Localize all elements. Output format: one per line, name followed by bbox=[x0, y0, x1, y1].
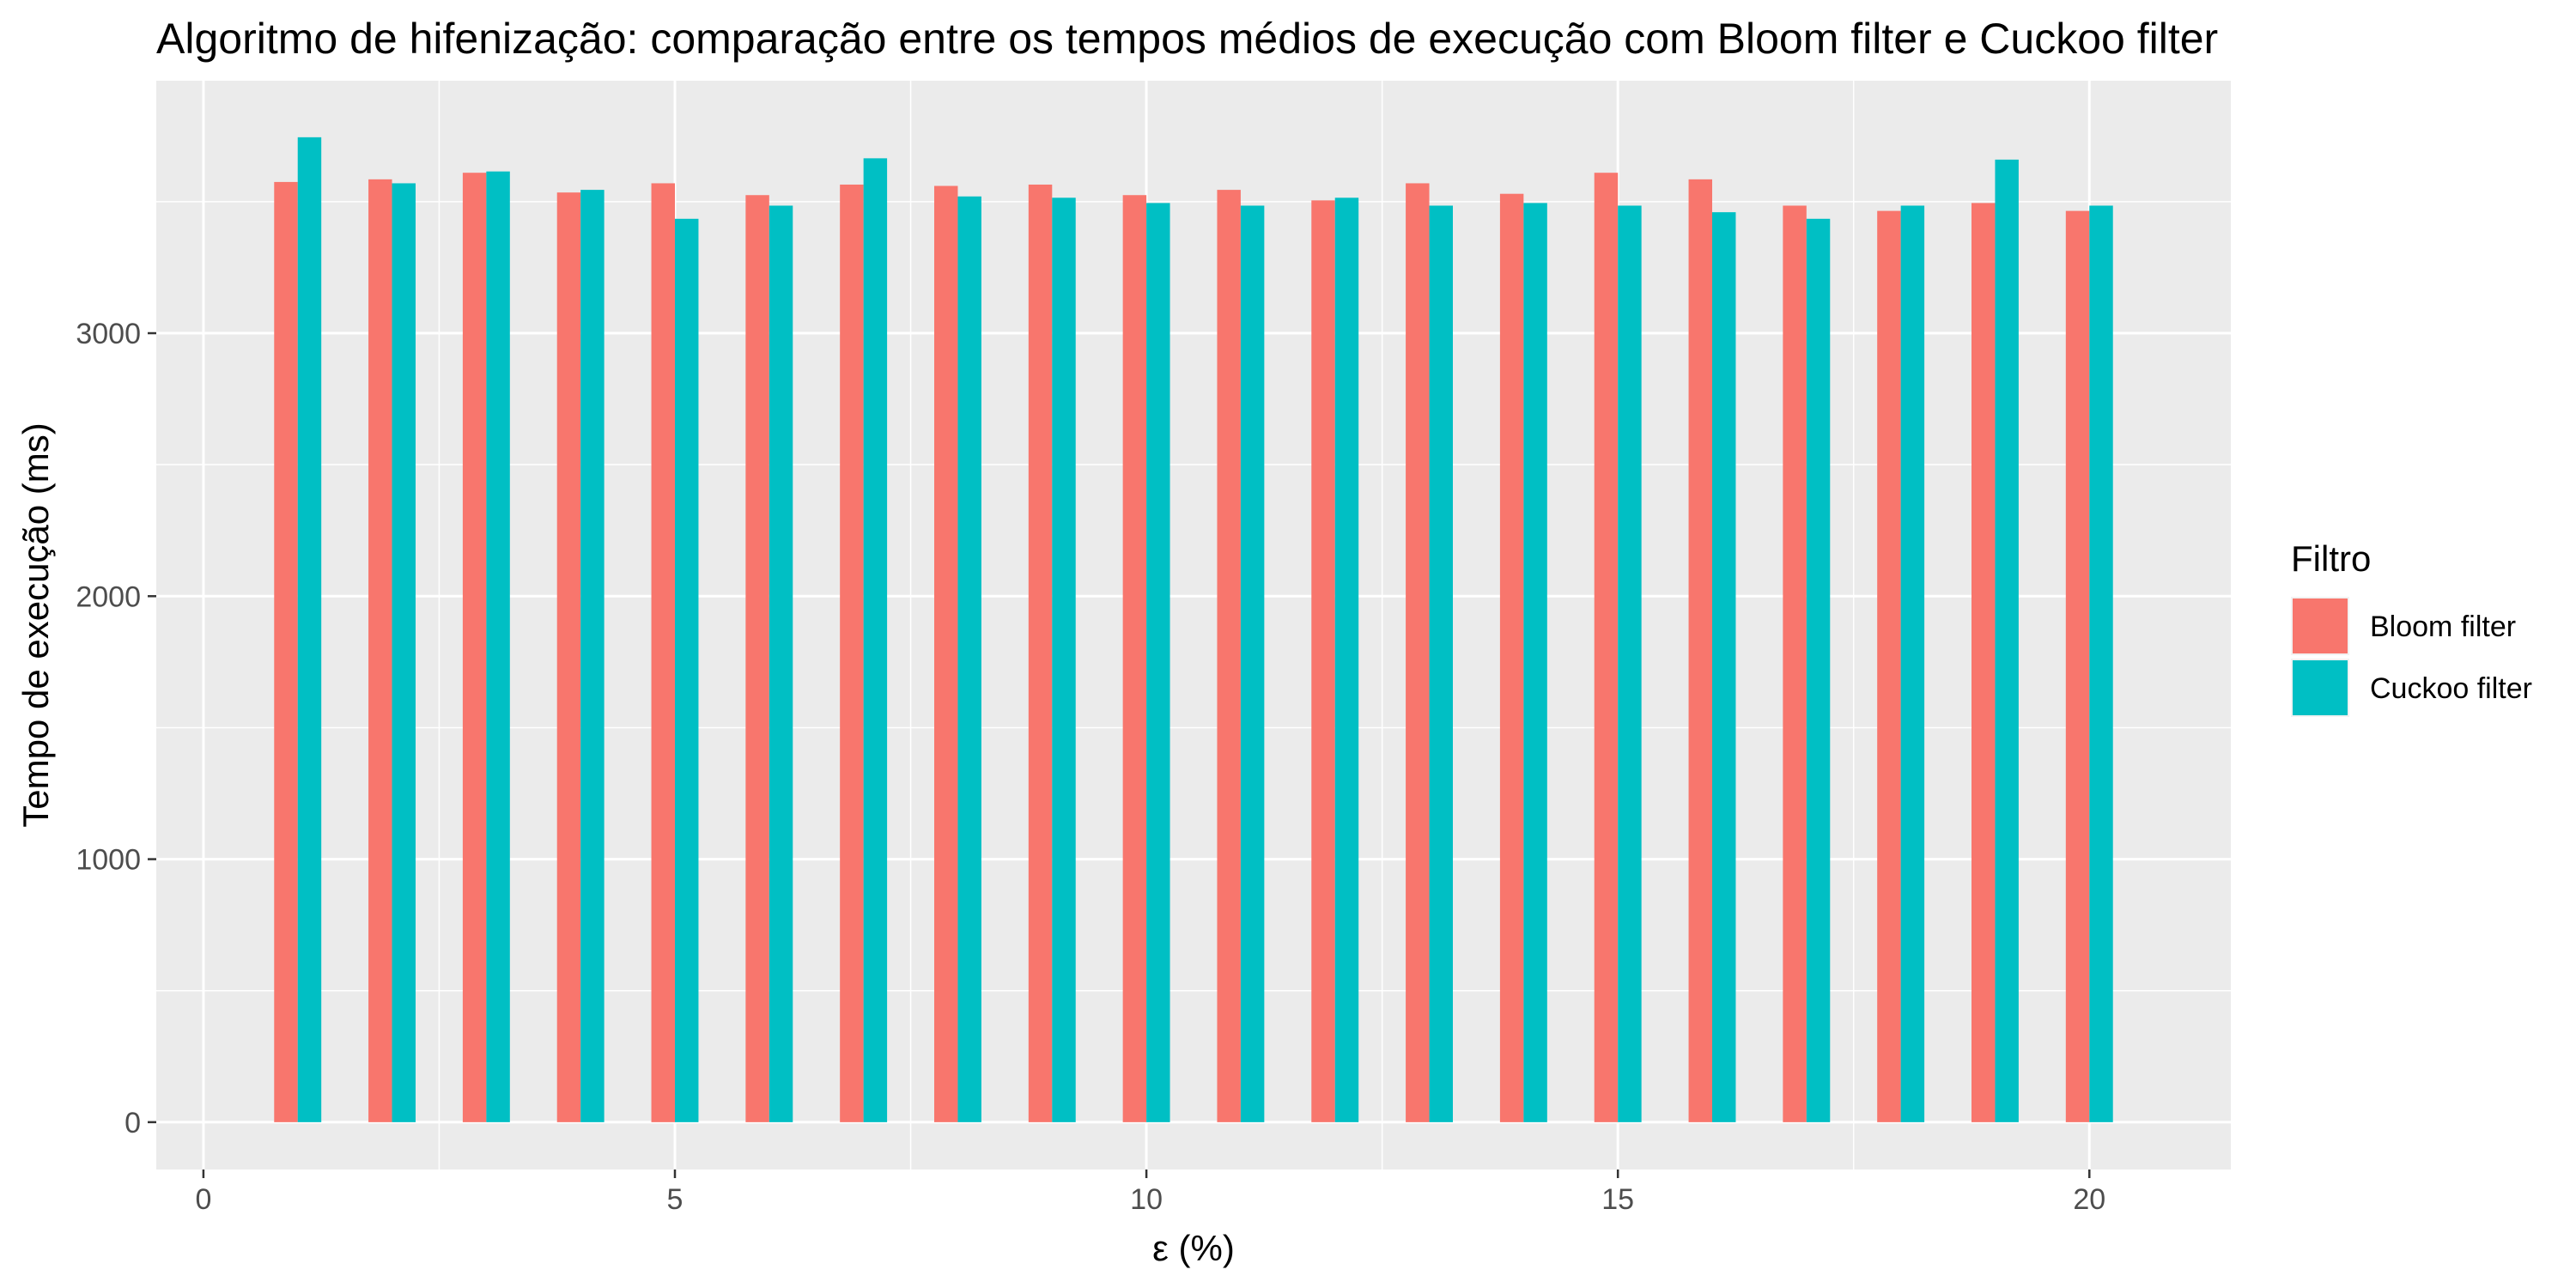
bar-cuckoo-filter bbox=[957, 196, 981, 1122]
bar-bloom-filter bbox=[1971, 203, 1996, 1122]
bar-cuckoo-filter bbox=[863, 158, 888, 1122]
bar-cuckoo-filter bbox=[1052, 197, 1076, 1122]
bar-bloom-filter bbox=[556, 192, 581, 1122]
bar-bloom-filter bbox=[2065, 210, 2090, 1122]
bar-bloom-filter bbox=[1688, 179, 1712, 1122]
y-axis-title: Tempo de execução (ms) bbox=[15, 422, 56, 828]
bar-bloom-filter bbox=[1783, 205, 1807, 1122]
bar-bloom-filter bbox=[274, 181, 298, 1122]
bar-cuckoo-filter bbox=[486, 171, 510, 1122]
legend-title: Filtro bbox=[2291, 538, 2371, 579]
bar-cuckoo-filter bbox=[297, 137, 322, 1122]
y-tick-label: 3000 bbox=[76, 318, 141, 350]
bar-cuckoo-filter bbox=[769, 205, 793, 1122]
legend-items: Bloom filter Cuckoo filter bbox=[2291, 597, 2532, 717]
x-tick-label: 0 bbox=[195, 1183, 211, 1216]
bar-bloom-filter bbox=[1217, 190, 1241, 1122]
bar-cuckoo-filter bbox=[1429, 205, 1453, 1122]
bar-cuckoo-filter bbox=[1618, 205, 1642, 1122]
bar-bloom-filter bbox=[934, 185, 958, 1122]
legend: Filtro Bloom filter Cuckoo filter bbox=[2291, 538, 2532, 717]
bar-bloom-filter bbox=[1877, 210, 1901, 1122]
y-tick-label: 1000 bbox=[76, 844, 141, 877]
bar-cuckoo-filter bbox=[1334, 197, 1359, 1122]
y-tick-label: 2000 bbox=[76, 580, 141, 613]
legend-label-bloom-filter: Bloom filter bbox=[2370, 611, 2516, 643]
bar-cuckoo-filter bbox=[1523, 203, 1547, 1122]
bar-bloom-filter bbox=[1499, 193, 1524, 1122]
bar-bloom-filter bbox=[651, 183, 675, 1122]
bar-bloom-filter bbox=[1594, 173, 1619, 1122]
legend-label-cuckoo-filter: Cuckoo filter bbox=[2370, 672, 2532, 705]
chart-title: Algoritmo de hifenização: comparação ent… bbox=[156, 15, 2218, 63]
bar-cuckoo-filter bbox=[1146, 203, 1170, 1122]
x-tick-label: 10 bbox=[1130, 1183, 1163, 1216]
bar-bloom-filter bbox=[1028, 184, 1053, 1122]
legend-swatch-cuckoo-filter bbox=[2293, 660, 2348, 715]
bar-bloom-filter bbox=[462, 173, 487, 1122]
y-tick-label: 0 bbox=[125, 1107, 141, 1139]
x-tick-label: 5 bbox=[667, 1183, 683, 1216]
bar-cuckoo-filter bbox=[580, 190, 605, 1122]
bar-cuckoo-filter bbox=[1240, 205, 1265, 1122]
bar-bloom-filter bbox=[1406, 183, 1430, 1122]
bar-cuckoo-filter bbox=[1900, 205, 1925, 1122]
legend-swatch-bloom-filter bbox=[2293, 598, 2348, 653]
bar-cuckoo-filter bbox=[1712, 212, 1736, 1122]
x-tick-label: 20 bbox=[2073, 1183, 2105, 1216]
bar-cuckoo-filter bbox=[392, 183, 416, 1122]
x-axis-title: ε (%) bbox=[1152, 1228, 1235, 1268]
bar-cuckoo-filter bbox=[1995, 159, 2019, 1122]
bar-bloom-filter bbox=[840, 184, 864, 1122]
bar-bloom-filter bbox=[745, 195, 769, 1122]
bars bbox=[274, 137, 2113, 1122]
bar-bloom-filter bbox=[1311, 200, 1335, 1122]
x-tick-label: 15 bbox=[1601, 1183, 1634, 1216]
axes: 0 5 10 15 20 0 1000 2000 3000 bbox=[76, 318, 2105, 1216]
bar-cuckoo-filter bbox=[675, 218, 699, 1122]
bar-bloom-filter bbox=[1122, 195, 1147, 1122]
bar-cuckoo-filter bbox=[2089, 205, 2113, 1122]
bar-cuckoo-filter bbox=[1806, 218, 1831, 1122]
bar-bloom-filter bbox=[368, 179, 392, 1122]
